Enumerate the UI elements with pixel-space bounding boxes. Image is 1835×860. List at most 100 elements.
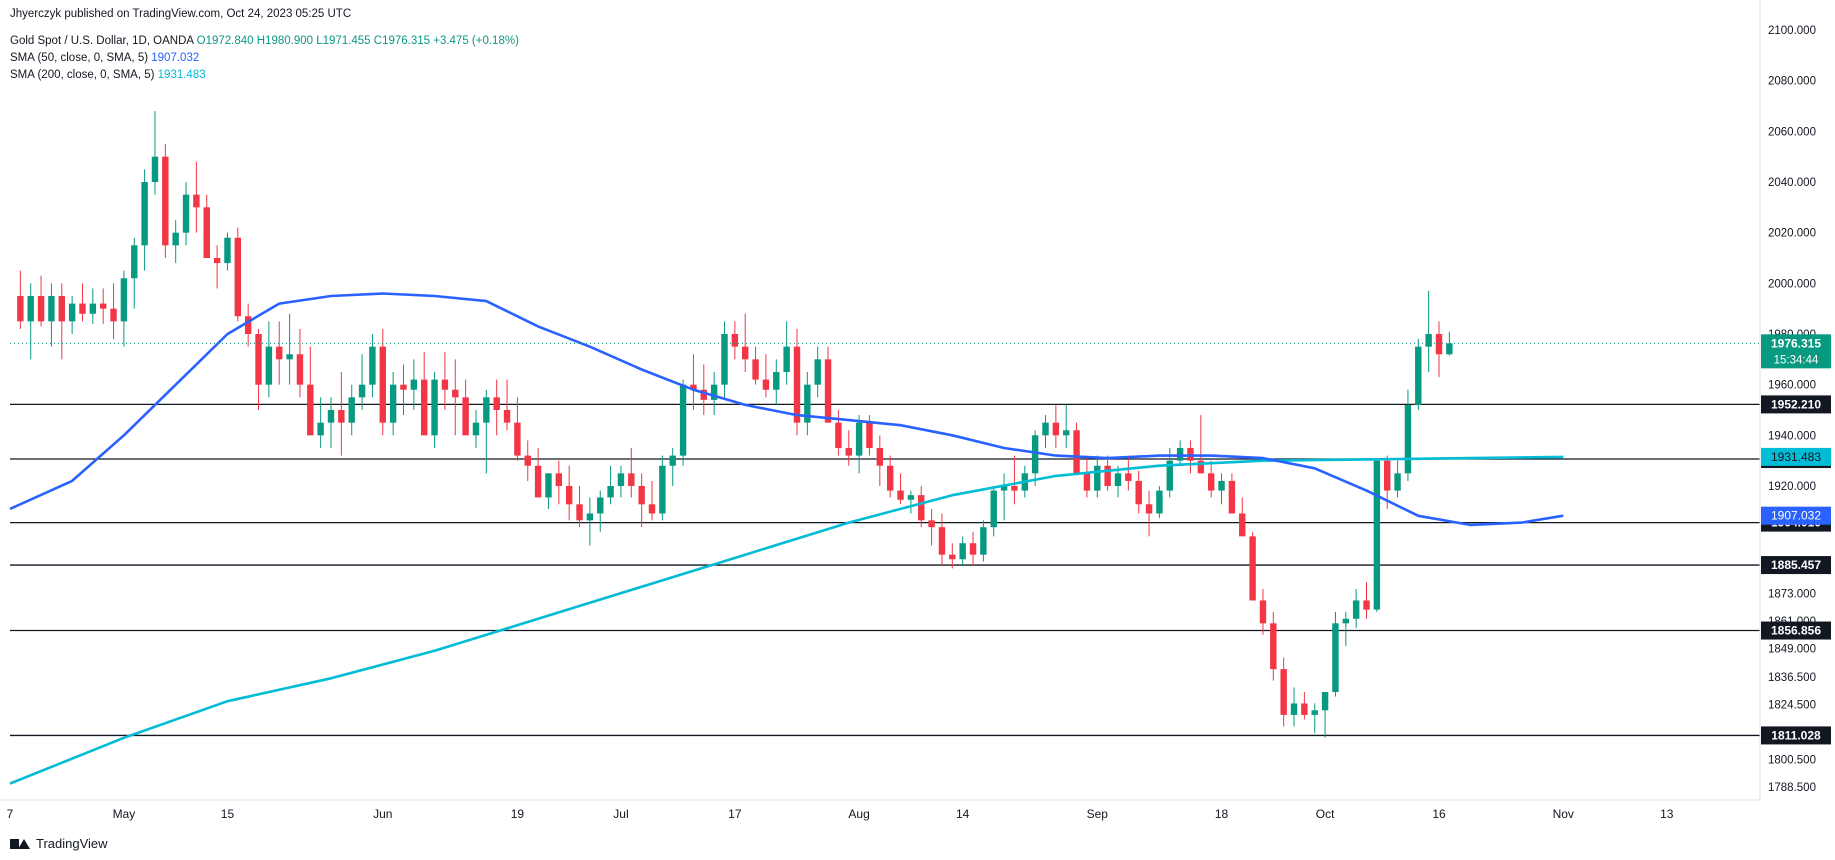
candle-body — [89, 303, 97, 314]
candle-body — [493, 397, 500, 410]
candle-body — [1342, 618, 1350, 624]
candle-body — [483, 397, 490, 423]
candle-body — [690, 384, 697, 390]
symbol-legend[interactable]: Gold Spot / U.S. Dollar, 1D, OANDA O1972… — [10, 35, 519, 47]
candle-body — [1280, 669, 1287, 715]
sma50-legend[interactable]: SMA (50, close, 0, SMA, 5) 1907.032 — [10, 52, 199, 64]
moving-averages — [9, 292, 1564, 785]
candle-body — [265, 346, 273, 385]
symbol-title: Gold Spot / U.S. Dollar, 1D, OANDA — [10, 35, 194, 47]
candle-body — [317, 422, 324, 436]
candle-body — [524, 455, 531, 466]
price-tick-label: 1788.500 — [1768, 782, 1816, 794]
candle-body — [990, 490, 997, 528]
candle-body — [1063, 430, 1070, 436]
candle-body — [327, 410, 335, 423]
candle-body — [1000, 486, 1008, 491]
candle-body — [1011, 486, 1018, 491]
candle-body — [151, 156, 159, 182]
candle-body — [918, 495, 925, 521]
candle-body — [710, 384, 718, 400]
sma50-price-tag — [1761, 506, 1831, 525]
candle-body — [534, 465, 542, 498]
candle-body — [472, 422, 480, 436]
candle-body — [1031, 435, 1039, 474]
candle-body — [773, 372, 780, 390]
sma200-line — [9, 455, 1564, 785]
candle-body — [1321, 692, 1329, 711]
candle-body — [1415, 346, 1422, 405]
candle-body — [1083, 473, 1091, 491]
candle-body — [876, 448, 884, 466]
price-tick-label: 1836.500 — [1768, 672, 1816, 684]
sma50-line — [9, 292, 1564, 527]
candle-body — [79, 303, 86, 314]
time-tick-label: 7 — [7, 807, 14, 821]
candle-body — [441, 379, 449, 390]
candle-body — [586, 513, 594, 521]
candle-body — [1073, 430, 1080, 474]
time-tick-label: Nov — [1553, 807, 1574, 821]
time-tick-label: Sep — [1087, 807, 1109, 821]
candle-body — [1218, 480, 1225, 491]
candle-body — [37, 296, 45, 322]
candle-body — [824, 359, 832, 423]
price-tick-label: 1960.000 — [1768, 380, 1816, 392]
candles — [17, 111, 1453, 738]
candle-body — [48, 296, 55, 322]
level-price-label: 1885.457 — [1771, 558, 1821, 572]
candle-body — [804, 384, 811, 423]
candle-body — [1311, 710, 1318, 715]
candle-body — [234, 237, 242, 317]
candle-body — [607, 486, 614, 498]
candle-body — [1052, 422, 1060, 436]
candle-body — [193, 194, 200, 208]
sma200-legend[interactable]: SMA (200, close, 0, SMA, 5) 1931.483 — [10, 69, 206, 81]
candle-body — [58, 296, 65, 322]
sma200-price-label: 1931.483 — [1771, 450, 1821, 464]
time-tick-label: 15 — [221, 807, 235, 821]
sma200-label: SMA (200, close, 0, SMA, 5) — [10, 69, 155, 81]
candle-body — [358, 384, 366, 398]
candle-body — [182, 194, 190, 233]
candle-body — [379, 346, 386, 423]
candle-body — [1228, 480, 1236, 514]
candle-body — [1042, 422, 1049, 436]
time-tick-label: 14 — [956, 807, 970, 821]
candle-body — [814, 359, 821, 385]
horizontal-levels — [10, 403, 1760, 737]
candle-body — [1125, 473, 1132, 481]
publisher-line: Jhyerczyk published on TradingView.com, … — [10, 8, 352, 20]
candle-body — [420, 379, 428, 436]
candle-body — [1166, 460, 1173, 491]
candle-body — [762, 379, 770, 390]
price-tick-label: 1849.000 — [1768, 644, 1816, 656]
price-tick-label: 2060.000 — [1768, 126, 1816, 138]
candle-body — [338, 410, 345, 423]
tradingview-footer[interactable]: TradingView — [10, 836, 108, 851]
candle-body — [462, 397, 469, 436]
price-tick-label: 1920.000 — [1768, 481, 1816, 493]
candle-body — [793, 346, 801, 423]
sma50-label: SMA (50, close, 0, SMA, 5) — [10, 52, 149, 64]
candle-body — [897, 490, 904, 500]
bar-countdown-label: 15:34:44 — [1774, 354, 1819, 366]
candle-body — [1332, 623, 1339, 692]
candle-body — [886, 465, 894, 491]
candle-body — [1207, 473, 1215, 491]
level-price-label: 1856.856 — [1771, 624, 1821, 638]
footer-brand: TradingView — [36, 836, 108, 851]
time-axis[interactable]: 7 May 15 Jun 19 Jul 17 Aug 14 Sep 18 Oct 16 Nov 13 — [0, 799, 1760, 821]
price-tick-label: 2040.000 — [1768, 177, 1816, 189]
level-price-tag — [1761, 621, 1831, 640]
candle-body — [1270, 623, 1277, 670]
candle-body — [1259, 600, 1267, 624]
candle-body — [1373, 460, 1381, 610]
candle-body — [1363, 600, 1370, 610]
candle-body — [224, 237, 231, 264]
time-tick-label: 16 — [1432, 807, 1446, 821]
candle-body — [545, 473, 552, 498]
price-axis-labels: 1952.2101930.6441904.0101885.4571856.856… — [1761, 334, 1831, 745]
candle-body — [980, 527, 987, 555]
